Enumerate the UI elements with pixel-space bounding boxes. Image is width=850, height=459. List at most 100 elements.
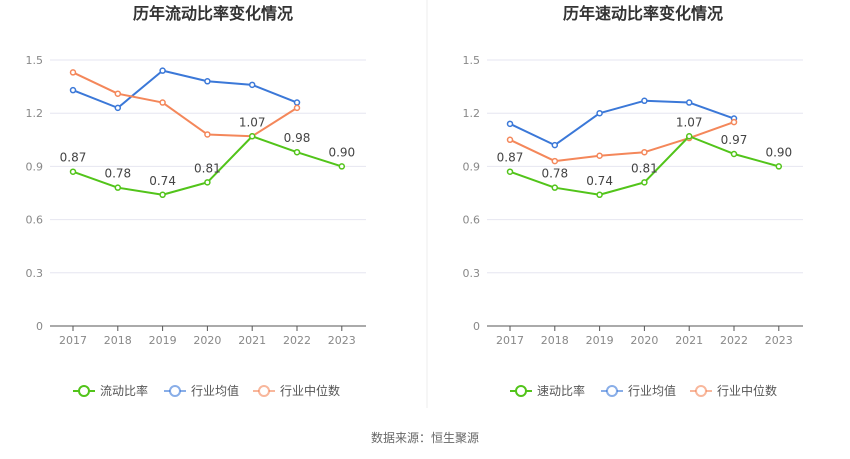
legend-label: 速动比率 (537, 383, 585, 398)
data-label: 0.97 (721, 133, 748, 147)
y-tick-label: 0.6 (26, 214, 44, 227)
data-point[interactable] (204, 78, 211, 85)
data-point[interactable] (641, 97, 648, 105)
data-point[interactable] (775, 163, 783, 170)
series-line (72, 69, 298, 109)
data-point[interactable] (293, 99, 301, 106)
legend-label: 流动比率 (100, 383, 148, 398)
data-point[interactable] (338, 163, 346, 170)
x-tick-label: 2021 (238, 334, 266, 347)
data-point[interactable] (114, 184, 122, 191)
legend-marker (606, 385, 618, 397)
data-label: 1.07 (239, 115, 266, 129)
chart-panel-quick-ratio: 历年速动比率变化情况 0 0.3 0.6 0.9 1.2 1.5 2017 2018 2019 20… (463, 4, 803, 398)
x-tick-label: 2022 (283, 334, 311, 347)
data-point[interactable] (204, 179, 211, 186)
data-label: 0.78 (541, 167, 568, 181)
data-point[interactable] (159, 67, 166, 74)
legend-item[interactable]: 行业均值 (164, 383, 239, 398)
series-line (509, 99, 735, 147)
legend-item[interactable]: 速动比率 (510, 383, 585, 398)
chart-panel-current-ratio: 历年流动比率变化情况 0 0.3 0.6 0.9 1.2 1.5 2017 2018 2019 20… (26, 4, 366, 398)
chart-title: 历年速动比率变化情况 (563, 4, 723, 23)
legend-item[interactable]: 流动比率 (73, 383, 148, 398)
y-tick-label: 0 (473, 320, 480, 333)
y-tick-label: 1.5 (463, 54, 481, 67)
data-point[interactable] (114, 90, 122, 97)
data-point[interactable] (596, 191, 603, 199)
x-tick-label: 2022 (720, 334, 748, 347)
y-tick-label: 0.9 (463, 160, 481, 173)
data-point[interactable] (506, 136, 514, 144)
data-label: 0.74 (149, 174, 176, 188)
series-line (72, 71, 298, 138)
legend-label: 行业中位数 (280, 383, 340, 398)
data-point[interactable] (69, 86, 77, 94)
data-label: 0.74 (586, 174, 613, 188)
x-tick-label: 2020 (193, 334, 221, 347)
data-label: 0.87 (497, 151, 524, 165)
data-point[interactable] (596, 109, 603, 117)
legend-label: 行业中位数 (717, 383, 777, 398)
data-point[interactable] (685, 133, 693, 140)
data-label: 0.87 (60, 151, 87, 165)
data-point[interactable] (248, 81, 256, 89)
x-tick-label: 2023 (328, 334, 356, 347)
data-label: 0.90 (765, 145, 792, 159)
data-point[interactable] (159, 99, 166, 106)
x-tick-label: 2017 (59, 334, 87, 347)
x-tick-label: 2023 (765, 334, 793, 347)
legend-marker (695, 385, 707, 397)
data-point[interactable] (114, 104, 122, 112)
data-point[interactable] (551, 157, 559, 165)
data-point[interactable] (293, 104, 301, 112)
legend-marker (515, 385, 527, 397)
x-tick-label: 2019 (586, 334, 614, 347)
chart-title: 历年流动比率变化情况 (133, 4, 293, 23)
data-point[interactable] (551, 141, 559, 149)
legend-item[interactable]: 行业中位数 (253, 383, 340, 398)
legend-label: 行业均值 (191, 383, 239, 398)
data-point[interactable] (506, 168, 514, 175)
legend-marker (78, 385, 90, 397)
data-point[interactable] (730, 118, 738, 126)
data-point[interactable] (685, 99, 693, 106)
x-tick-label: 2021 (675, 334, 703, 347)
data-point[interactable] (293, 148, 301, 156)
data-point[interactable] (551, 184, 559, 191)
x-tick-label: 2020 (630, 334, 658, 347)
data-point[interactable] (641, 179, 648, 186)
legend-marker (258, 385, 270, 397)
y-tick-label: 0 (36, 320, 43, 333)
data-point[interactable] (69, 168, 77, 175)
data-point[interactable] (730, 150, 738, 158)
y-tick-label: 1.2 (26, 107, 44, 120)
y-tick-label: 0.3 (26, 267, 44, 280)
data-label: 0.98 (284, 131, 311, 145)
data-point[interactable] (69, 69, 77, 76)
series-line (509, 121, 735, 163)
data-label: 0.78 (104, 167, 131, 181)
data-label: 0.81 (631, 161, 658, 175)
legend-item[interactable]: 行业中位数 (690, 383, 777, 398)
legend-label: 行业均值 (628, 383, 676, 398)
data-point[interactable] (641, 148, 648, 156)
y-tick-label: 0.9 (26, 160, 44, 173)
data-point[interactable] (596, 152, 603, 160)
x-tick-label: 2019 (149, 334, 177, 347)
legend-item[interactable]: 行业均值 (601, 383, 676, 398)
data-point[interactable] (159, 191, 166, 199)
y-tick-label: 1.5 (26, 54, 44, 67)
source-text: 数据来源：恒生聚源 (371, 430, 479, 445)
data-label: 1.07 (676, 115, 703, 129)
data-label: 0.81 (194, 161, 221, 175)
data-point[interactable] (506, 120, 514, 128)
data-label: 0.90 (328, 145, 355, 159)
y-tick-label: 0.3 (463, 267, 481, 280)
y-tick-label: 1.2 (463, 107, 481, 120)
data-point[interactable] (248, 133, 256, 140)
legend-marker (169, 385, 181, 397)
data-point[interactable] (204, 131, 211, 138)
x-tick-label: 2018 (541, 334, 569, 347)
